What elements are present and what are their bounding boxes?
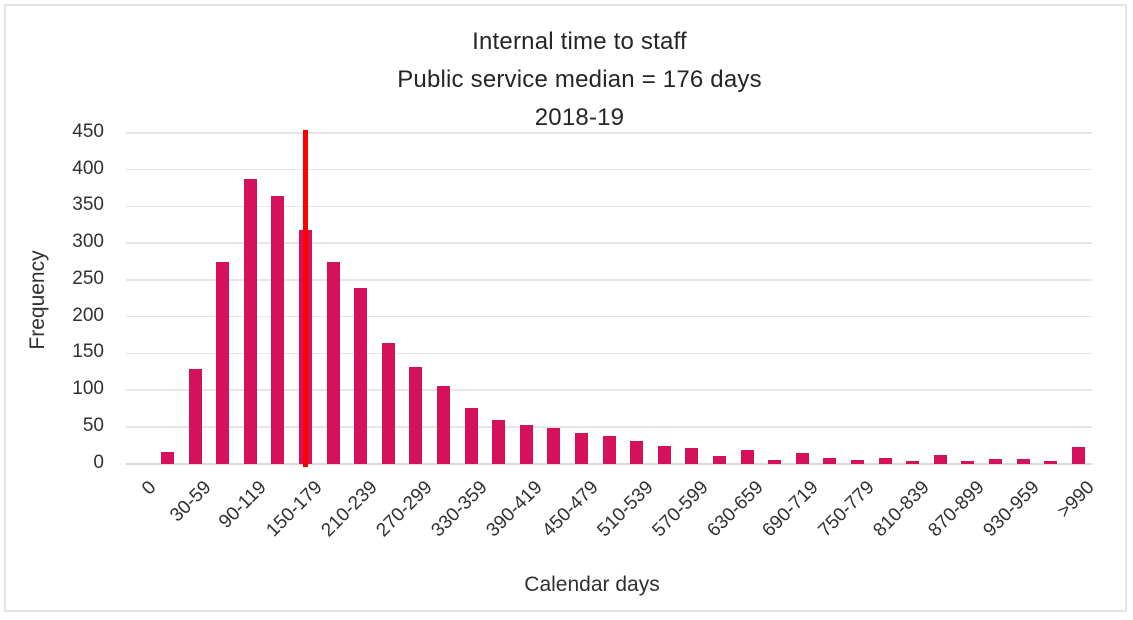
bar bbox=[464, 407, 478, 465]
y-tick-label: 100 bbox=[72, 378, 104, 400]
bar bbox=[354, 287, 368, 465]
bar bbox=[906, 460, 920, 465]
x-tick-label-text: 870-899 bbox=[924, 477, 989, 542]
x-tick-label-text: 30-59 bbox=[166, 477, 216, 527]
gridline bbox=[126, 205, 1092, 208]
gridline bbox=[126, 132, 1092, 134]
gridline bbox=[126, 352, 1092, 355]
bar bbox=[216, 261, 230, 465]
x-tick-label-text: 390-419 bbox=[482, 477, 548, 542]
x-tick-label-text: 270-299 bbox=[372, 477, 437, 542]
gridline bbox=[126, 315, 1092, 318]
x-tick-label-text: 630-659 bbox=[703, 477, 768, 542]
bar bbox=[1016, 459, 1030, 465]
y-tick-label: 250 bbox=[72, 267, 104, 289]
bar bbox=[381, 343, 395, 465]
bar bbox=[768, 459, 782, 465]
bar bbox=[630, 440, 644, 465]
bar bbox=[961, 460, 975, 465]
x-tick-label-text: 750-779 bbox=[814, 477, 879, 542]
bar bbox=[188, 369, 202, 465]
gridline bbox=[126, 389, 1092, 391]
bar bbox=[409, 367, 423, 465]
y-tick-label: 200 bbox=[72, 304, 104, 326]
bar bbox=[740, 449, 754, 465]
x-tick-label-text: 810-839 bbox=[869, 477, 934, 542]
y-axis-title: Frequency bbox=[26, 250, 49, 350]
chart-title-line-1: Internal time to staff bbox=[472, 28, 687, 55]
bar bbox=[823, 458, 837, 465]
x-tick-label-text: 450-479 bbox=[538, 477, 603, 542]
x-tick-label-text: 330-359 bbox=[427, 477, 492, 542]
bar bbox=[574, 432, 588, 465]
chart-title: Internal time to staff Public service me… bbox=[13, 23, 1133, 137]
median-line bbox=[303, 130, 308, 467]
y-tick-label: 150 bbox=[72, 341, 104, 363]
bar bbox=[602, 435, 616, 465]
bar bbox=[547, 427, 561, 465]
bar bbox=[878, 457, 892, 465]
x-tick-label-text: 510-539 bbox=[593, 477, 658, 542]
bar bbox=[685, 448, 699, 465]
gridline bbox=[126, 168, 1092, 171]
chart-title-line-2: Public service median = 176 days bbox=[397, 66, 762, 93]
gridline bbox=[126, 279, 1092, 281]
bar bbox=[436, 385, 450, 465]
bar bbox=[988, 459, 1002, 465]
bar bbox=[1071, 447, 1085, 465]
bar bbox=[160, 452, 174, 465]
chart-title-line-3: 2018-19 bbox=[534, 104, 625, 131]
x-tick-label-text: 690-719 bbox=[758, 477, 824, 542]
bar bbox=[326, 262, 340, 465]
bar bbox=[933, 455, 947, 465]
x-tick-label-text: 0 bbox=[138, 477, 161, 500]
x-tick-label-text: 570-599 bbox=[648, 477, 713, 542]
y-tick-label: 400 bbox=[72, 157, 104, 179]
y-tick-label: 0 bbox=[93, 451, 104, 473]
chart-container: Internal time to staff Public service me… bbox=[4, 4, 1127, 612]
gridline bbox=[126, 242, 1092, 244]
bar bbox=[795, 453, 809, 465]
y-tick-label: 300 bbox=[72, 231, 104, 253]
bar bbox=[519, 425, 533, 465]
bar bbox=[243, 178, 257, 465]
bar bbox=[712, 456, 726, 465]
gridline bbox=[126, 426, 1092, 428]
bar bbox=[1044, 460, 1058, 465]
bar bbox=[492, 420, 506, 465]
y-tick-label: 350 bbox=[72, 194, 104, 216]
bar bbox=[271, 196, 285, 465]
x-tick-label-text: 150-179 bbox=[262, 477, 327, 542]
x-tick-label-text: 210-239 bbox=[317, 477, 382, 542]
x-axis-title: Calendar days bbox=[524, 573, 660, 596]
bar bbox=[657, 445, 671, 465]
bar bbox=[850, 459, 864, 465]
x-tick-label-text: >990 bbox=[1053, 477, 1100, 523]
x-tick-label-text: 930-959 bbox=[979, 477, 1044, 542]
y-tick-label: 50 bbox=[82, 414, 104, 436]
y-tick-label: 450 bbox=[72, 121, 104, 142]
